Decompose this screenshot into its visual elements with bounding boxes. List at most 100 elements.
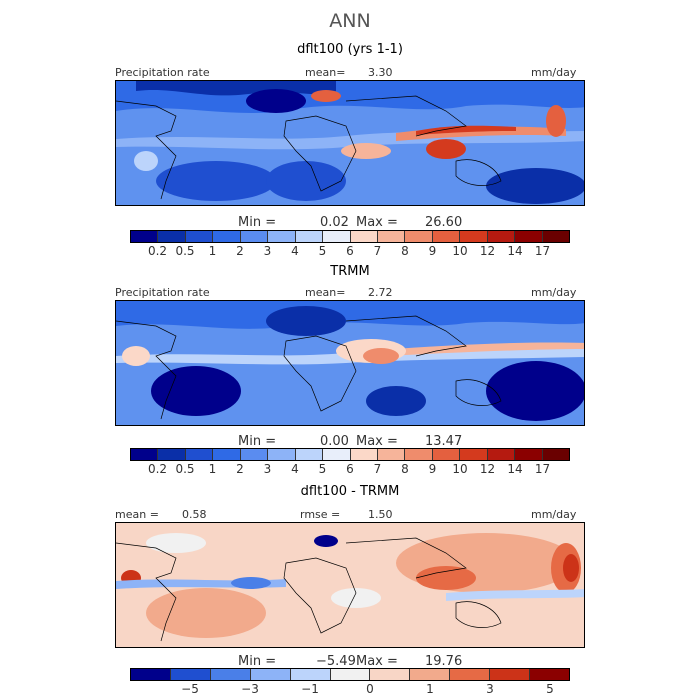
colorbar-swatch — [377, 449, 406, 460]
colorbar-tick-label: 2 — [236, 244, 244, 258]
colorbar-swatch — [210, 669, 251, 680]
colorbar-swatch — [350, 449, 378, 460]
colorbar-tick-label: 12 — [479, 462, 496, 476]
colorbar-tick-label: −5 — [181, 682, 199, 696]
colorbar-swatch — [295, 231, 324, 242]
colorbar-swatch — [158, 449, 186, 460]
panel-1-variable-label: Precipitation rate — [115, 66, 210, 79]
panel-3-units: mm/day — [531, 508, 577, 521]
panel-1-max-label: Max = — [356, 215, 398, 230]
colorbar-swatch — [410, 669, 451, 680]
colorbar-tick-label: 0.5 — [175, 462, 195, 476]
colorbar-swatch — [542, 231, 569, 242]
colorbar-tick-label: 14 — [507, 462, 523, 476]
colorbar-swatch — [515, 231, 543, 242]
panel-2-mean-value: 2.72 — [368, 286, 393, 299]
colorbar-tick-label: 4 — [291, 462, 299, 476]
colorbar-swatch — [268, 449, 296, 460]
panel-3-title: dflt100 - TRMM — [300, 484, 400, 499]
colorbar-swatch — [432, 449, 461, 460]
colorbar-tick-label: 5 — [318, 462, 327, 476]
colorbar-swatch — [131, 231, 159, 242]
colorbar-swatch — [405, 231, 433, 242]
panel-1-mean-label: mean= — [305, 66, 346, 79]
colorbar-swatch — [268, 231, 296, 242]
panel-2-max-value: 13.47 — [425, 434, 463, 449]
colorbar-swatch — [240, 231, 269, 242]
colorbar-tick-label: 1 — [208, 244, 217, 258]
colorbar-tick-label: 17 — [534, 462, 551, 476]
colorbar-tick-label: 2 — [236, 462, 244, 476]
panel-2-variable-label: Precipitation rate — [115, 286, 210, 299]
colorbar-swatch — [158, 231, 186, 242]
panel-2-colorbar — [130, 448, 570, 461]
panel-3-min-value: −5.49 — [316, 654, 356, 669]
colorbar-tick-label: 12 — [479, 244, 496, 258]
panel-3-colorbar — [130, 668, 570, 681]
colorbar-swatch — [542, 449, 569, 460]
colorbar-tick-label: 3 — [263, 462, 272, 476]
panel-1-precip-map — [115, 80, 585, 206]
panel-3-max-label: Max = — [356, 654, 398, 669]
colorbar-swatch — [170, 669, 211, 680]
colorbar-swatch — [370, 669, 411, 680]
panel-2-min-label: Min = — [238, 434, 277, 449]
colorbar-tick-label: 7 — [373, 244, 382, 258]
colorbar-swatch — [323, 449, 351, 460]
colorbar-swatch — [131, 449, 159, 460]
colorbar-tick-label: 10 — [452, 462, 468, 476]
panel-1-max-value: 26.60 — [425, 215, 463, 230]
colorbar-tick-label: 9 — [428, 244, 437, 258]
panel-1-min-label: Min = — [238, 215, 277, 230]
colorbar-tick-label: −1 — [301, 682, 319, 696]
colorbar-swatch — [350, 231, 378, 242]
panel-1-colorbar-ticks: 0.2 0.5 1 2 3 4 5 6 7 8 9 10 12 14 17 — [130, 244, 570, 260]
panel-1-mean-value: 3.30 — [368, 66, 393, 79]
colorbar-swatch — [432, 231, 461, 242]
panel-3-difference-map — [115, 522, 585, 648]
panel-2-title: TRMM — [330, 264, 370, 279]
colorbar-tick-label: 1 — [208, 462, 217, 476]
colorbar-tick-label: 4 — [291, 244, 299, 258]
colorbar-tick-label: −3 — [241, 682, 259, 696]
colorbar-swatch — [250, 669, 291, 680]
colorbar-tick-label: 8 — [401, 244, 409, 258]
colorbar-tick-label: 1 — [426, 682, 434, 696]
panel-2-mean-label: mean= — [305, 286, 346, 299]
panel-3-max-value: 19.76 — [425, 654, 463, 669]
colorbar-tick-label: 5 — [546, 682, 554, 696]
colorbar-swatch — [450, 669, 491, 680]
panel-2-max-label: Max = — [356, 434, 398, 449]
colorbar-swatch — [131, 669, 171, 680]
panel-1-min-value: 0.02 — [320, 215, 349, 230]
panel-1-title: dflt100 (yrs 1-1) — [297, 42, 403, 57]
panel-3-mean-label: mean = — [115, 508, 159, 521]
colorbar-tick-label: 7 — [373, 462, 382, 476]
colorbar-swatch — [487, 449, 516, 460]
panel-3-mean-value: 0.58 — [182, 508, 207, 521]
colorbar-swatch — [213, 449, 241, 460]
colorbar-swatch — [490, 669, 531, 680]
colorbar-swatch — [185, 449, 214, 460]
colorbar-swatch — [295, 449, 324, 460]
panel-2-colorbar-ticks: 0.2 0.5 1 2 3 4 5 6 7 8 9 10 12 14 17 — [130, 462, 570, 478]
panel-3-rmse-label: rmse = — [300, 508, 341, 521]
colorbar-swatch — [460, 231, 488, 242]
colorbar-tick-label: 9 — [428, 462, 437, 476]
colorbar-tick-label: 3 — [263, 244, 272, 258]
colorbar-swatch — [290, 669, 331, 680]
colorbar-swatch — [213, 231, 241, 242]
colorbar-swatch — [460, 449, 488, 460]
colorbar-tick-label: 0.2 — [147, 244, 168, 258]
colorbar-tick-label: 10 — [452, 244, 468, 258]
colorbar-swatch — [530, 669, 569, 680]
panel-1-colorbar — [130, 230, 570, 243]
colorbar-tick-label: 17 — [534, 244, 551, 258]
colorbar-swatch — [185, 231, 214, 242]
colorbar-tick-label: 6 — [346, 244, 354, 258]
colorbar-tick-label: 3 — [486, 682, 494, 696]
colorbar-swatch — [330, 669, 371, 680]
panel-3-rmse-value: 1.50 — [368, 508, 393, 521]
panel-3-colorbar-ticks: −5 −3 −1 0 1 3 5 — [130, 682, 570, 698]
colorbar-tick-label: 5 — [318, 244, 327, 258]
